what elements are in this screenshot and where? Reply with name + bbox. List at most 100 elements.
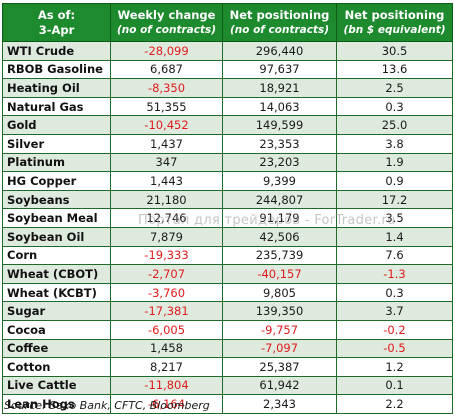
commodity-name: Cocoa — [2, 319, 111, 340]
weekly-change-cell: 1,443 — [110, 171, 223, 191]
net-bn-cell: 1.4 — [336, 226, 453, 247]
commodity-name: Natural Gas — [2, 96, 111, 117]
weekly-change-cell: 7,879 — [110, 226, 223, 247]
net-bn-cell: 3.8 — [336, 133, 453, 154]
table-row: Soybean Meal 12,746 91,179 3.5 — [2, 208, 453, 228]
weekly-change-cell: -19,333 — [110, 245, 223, 266]
weekly-change-cell: 6,687 — [110, 59, 223, 80]
net-contracts-cell: 61,942 — [222, 375, 337, 396]
header-net-positioning-unit: (no of contracts) — [229, 23, 330, 36]
weekly-change-cell: 347 — [110, 152, 223, 173]
table-row: Platinum 347 23,203 1.9 — [2, 152, 453, 173]
table-row: Wheat (CBOT) -2,707 -40,157 -1.3 — [2, 264, 453, 284]
cot-positioning-table: As of: 3-Apr Weekly change (no of contra… — [2, 3, 453, 414]
weekly-change-cell: 1,437 — [110, 133, 223, 154]
table-row: WTI Crude -28,099 296,440 30.5 — [2, 41, 453, 61]
commodity-name: Silver — [2, 133, 111, 154]
table-row: Coffee 1,458 -7,097 -0.5 — [2, 338, 453, 359]
net-bn-cell: -1.3 — [336, 264, 453, 284]
weekly-change-cell: -8,350 — [110, 78, 223, 98]
net-bn-cell: 1.2 — [336, 357, 453, 377]
source-note: Source: Saxo Bank, CFTC, Bloomberg — [4, 399, 210, 412]
net-contracts-cell: 9,399 — [222, 171, 337, 191]
header-net-positioning-title: Net positioning — [229, 7, 330, 22]
net-contracts-cell: -40,157 — [222, 264, 337, 284]
header-as-of-label: As of: — [37, 7, 76, 22]
table-row: Gold -10,452 149,599 25.0 — [2, 115, 453, 135]
table-row: Soybeans 21,180 244,807 17.2 — [2, 189, 453, 210]
cot-table-container: As of: 3-Apr Weekly change (no of contra… — [2, 3, 453, 414]
net-contracts-cell: -7,097 — [222, 338, 337, 359]
header-weekly-change-unit: (no of contracts) — [116, 23, 217, 36]
table-header: As of: 3-Apr Weekly change (no of contra… — [2, 3, 453, 42]
net-contracts-cell: 42,506 — [222, 226, 337, 247]
header-net-positioning-contracts: Net positioning (no of contracts) — [222, 3, 337, 42]
net-bn-cell: 25.0 — [336, 115, 453, 135]
net-bn-cell: 0.3 — [336, 282, 453, 303]
net-bn-cell: 3.7 — [336, 301, 453, 321]
net-contracts-cell: 296,440 — [222, 41, 337, 61]
net-bn-cell: 7.6 — [336, 245, 453, 266]
commodity-name: Soybean Meal — [2, 208, 111, 228]
table-row: Silver 1,437 23,353 3.8 — [2, 133, 453, 154]
commodity-name: Live Cattle — [2, 375, 111, 396]
net-bn-cell: 2.2 — [336, 394, 453, 414]
header-weekly-change-title: Weekly change — [117, 7, 216, 22]
weekly-change-cell: -2,707 — [110, 264, 223, 284]
net-bn-cell: 17.2 — [336, 189, 453, 210]
commodity-name: Wheat (KCBT) — [2, 282, 111, 303]
net-contracts-cell: 23,203 — [222, 152, 337, 173]
net-bn-cell: 1.9 — [336, 152, 453, 173]
table-row: Live Cattle -11,804 61,942 0.1 — [2, 375, 453, 396]
weekly-change-cell: -10,452 — [110, 115, 223, 135]
weekly-change-cell: -28,099 — [110, 41, 223, 61]
net-contracts-cell: -9,757 — [222, 319, 337, 340]
weekly-change-cell: -3,760 — [110, 282, 223, 303]
net-contracts-cell: 91,179 — [222, 208, 337, 228]
table-row: Lean Hogs -6,164 2,343 2.2 — [2, 394, 453, 414]
commodity-name: Sugar — [2, 301, 111, 321]
commodity-name: RBOB Gasoline — [2, 59, 111, 80]
header-net-positioning-bn-title: Net positioning — [344, 7, 445, 22]
table-row: Natural Gas 51,355 14,063 0.3 — [2, 96, 453, 117]
net-bn-cell: 0.9 — [336, 171, 453, 191]
weekly-change-cell: -17,381 — [110, 301, 223, 321]
weekly-change-cell: 21,180 — [110, 189, 223, 210]
header-date: 3-Apr — [38, 22, 75, 37]
table-row: Sugar -17,381 139,350 3.7 — [2, 301, 453, 321]
net-contracts-cell: 23,353 — [222, 133, 337, 154]
net-contracts-cell: 18,921 — [222, 78, 337, 98]
net-bn-cell: -0.2 — [336, 319, 453, 340]
header-row: As of: 3-Apr Weekly change (no of contra… — [2, 3, 453, 42]
net-bn-cell: 0.1 — [336, 375, 453, 396]
table-row: Cocoa -6,005 -9,757 -0.2 — [2, 319, 453, 340]
commodity-name: Gold — [2, 115, 111, 135]
net-contracts-cell: 139,350 — [222, 301, 337, 321]
header-weekly-change: Weekly change (no of contracts) — [110, 3, 223, 42]
commodity-name: Corn — [2, 245, 111, 266]
net-bn-cell: 0.3 — [336, 96, 453, 117]
net-bn-cell: 30.5 — [336, 41, 453, 61]
weekly-change-cell: -6,005 — [110, 319, 223, 340]
table-row: Wheat (KCBT) -3,760 9,805 0.3 — [2, 282, 453, 303]
net-contracts-cell: 25,387 — [222, 357, 337, 377]
header-net-positioning-bn-unit: (bn $ equivalent) — [343, 23, 446, 36]
table-row: Soybean Oil 7,879 42,506 1.4 — [2, 226, 453, 247]
net-contracts-cell: 97,637 — [222, 59, 337, 80]
table-body: WTI Crude -28,099 296,440 30.5 RBOB Gasoline… — [2, 41, 453, 414]
weekly-change-cell: 12,746 — [110, 208, 223, 228]
weekly-change-cell: 8,217 — [110, 357, 223, 377]
header-as-of: As of: 3-Apr — [2, 3, 111, 42]
net-contracts-cell: 244,807 — [222, 189, 337, 210]
commodity-name: Platinum — [2, 152, 111, 173]
commodity-name: Wheat (CBOT) — [2, 264, 111, 284]
net-bn-cell: 13.6 — [336, 59, 453, 80]
table-row: Corn -19,333 235,739 7.6 — [2, 245, 453, 266]
commodity-name: Soybeans — [2, 189, 111, 210]
net-bn-cell: 2.5 — [336, 78, 453, 98]
commodity-name: WTI Crude — [2, 41, 111, 61]
table-row: HG Copper 1,443 9,399 0.9 — [2, 171, 453, 191]
weekly-change-cell: -6,164 — [110, 394, 223, 414]
net-contracts-cell: 149,599 — [222, 115, 337, 135]
net-contracts-cell: 9,805 — [222, 282, 337, 303]
